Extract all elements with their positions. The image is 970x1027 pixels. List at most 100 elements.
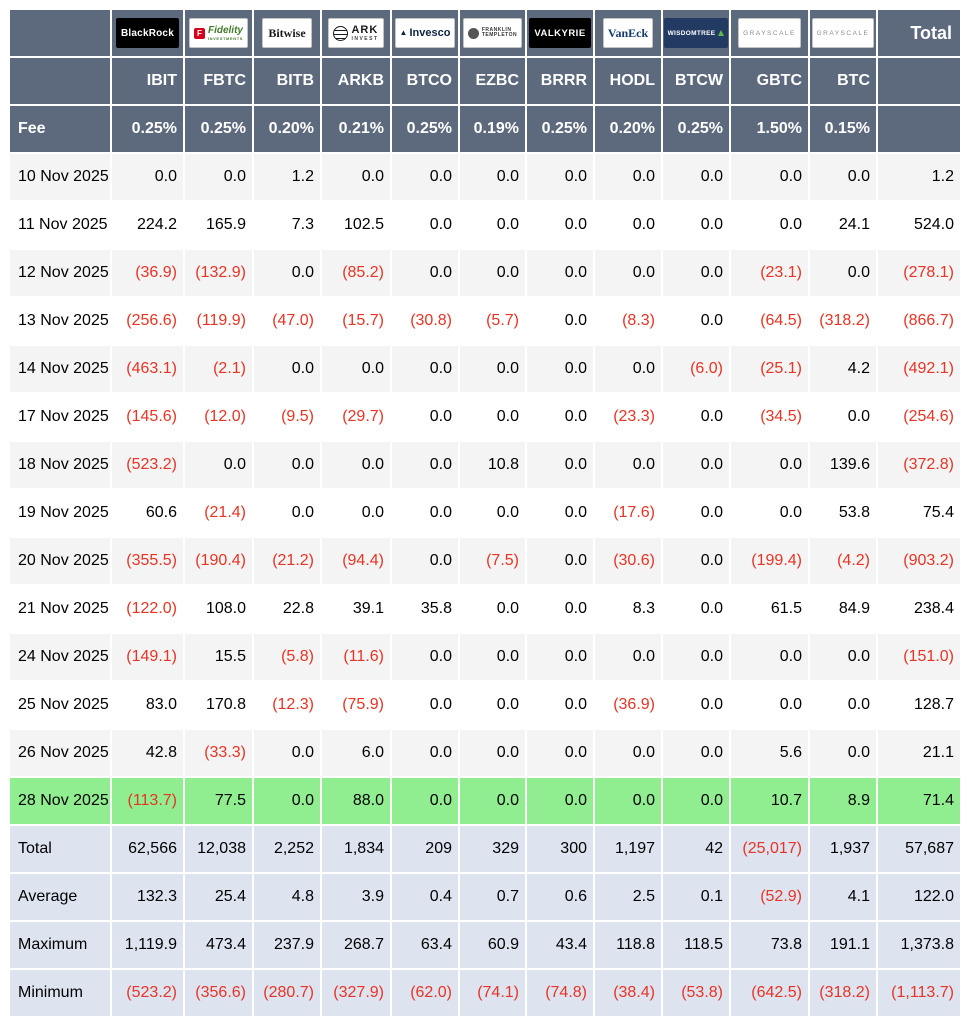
flow-value-cell: 0.0 [663, 202, 729, 248]
row-total-cell: (903.2) [878, 538, 960, 584]
invesco-triangle-icon: ▲ [399, 28, 408, 37]
flow-row: 14 Nov 2025 (463.1) (2.1) 0.0 0.0 0.0 0.0 0.0 0.… [10, 346, 960, 392]
flow-value-cell: (15.7) [322, 298, 390, 344]
flow-row: 28 Nov 2025 (113.7) 77.5 0.0 88.0 0.0 0.0 0.0 0.… [10, 778, 960, 824]
summary-value-cell: 63.4 [392, 922, 458, 968]
flow-value-cell: 84.9 [810, 586, 876, 632]
summary-row-average: Average 132.3 25.4 4.8 3.9 0.4 0.7 0.6 2.5 0.1 (52… [10, 874, 960, 920]
flow-value-cell: (47.0) [254, 298, 320, 344]
flow-row: 19 Nov 2025 60.6 (21.4) 0.0 0.0 0.0 0.0 0.0 (17.… [10, 490, 960, 536]
ticker-row: IBIT FBTC BITB ARKB BTCO EZBC BRRR HODL BTCW GBTC… [10, 58, 960, 104]
flow-value-cell: 0.0 [663, 154, 729, 200]
flow-value-cell: 0.0 [392, 154, 458, 200]
summary-value-cell: 0.1 [663, 874, 729, 920]
franklin-text-group: FRANKLIN TEMPLETON [482, 28, 517, 38]
row-total-cell: (254.6) [878, 394, 960, 440]
flow-value-cell: (149.1) [112, 634, 183, 680]
flow-value-cell: 0.0 [322, 442, 390, 488]
date-cell: 21 Nov 2025 [10, 586, 110, 632]
fee-arkb: 0.21% [322, 106, 390, 152]
flow-row: 25 Nov 2025 83.0 170.8 (12.3) (75.9) 0.0 0.0 0.… [10, 682, 960, 728]
flow-value-cell: (33.3) [185, 730, 252, 776]
flow-value-cell: 0.0 [254, 778, 320, 824]
flow-value-cell: 60.6 [112, 490, 183, 536]
date-cell: 13 Nov 2025 [10, 298, 110, 344]
summary-value-cell: (523.2) [112, 970, 183, 1016]
flow-value-cell: 35.8 [392, 586, 458, 632]
row-total-cell: 524.0 [878, 202, 960, 248]
date-cell: 18 Nov 2025 [10, 442, 110, 488]
fee-row-total-cell [878, 106, 960, 152]
summary-value-cell: (74.8) [527, 970, 593, 1016]
ticker-bitb: BITB [254, 58, 320, 104]
flow-value-cell: 10.7 [731, 778, 808, 824]
row-total-cell: 238.4 [878, 586, 960, 632]
flow-value-cell: 0.0 [663, 394, 729, 440]
flow-value-cell: 0.0 [460, 394, 525, 440]
flow-value-cell: 0.0 [810, 250, 876, 296]
flow-value-cell: 0.0 [810, 682, 876, 728]
franklin-logo: FRANKLIN TEMPLETON [462, 18, 523, 48]
fee-row: Fee 0.25% 0.25% 0.20% 0.21% 0.25% 0.19% 0.25% 0.… [10, 106, 960, 152]
flow-value-cell: 0.0 [663, 634, 729, 680]
flow-value-cell: 102.5 [322, 202, 390, 248]
flow-value-cell: 165.9 [185, 202, 252, 248]
ticker-hodl: HODL [595, 58, 661, 104]
wisdomtree-logo: WISDOMTREE [664, 18, 728, 48]
summary-value-cell: (280.7) [254, 970, 320, 1016]
flow-value-cell: (36.9) [595, 682, 661, 728]
flow-value-cell: 0.0 [663, 442, 729, 488]
flow-value-cell: 0.0 [595, 634, 661, 680]
date-cell: 25 Nov 2025 [10, 682, 110, 728]
flow-row: 13 Nov 2025 (256.6) (119.9) (47.0) (15.7) (30… [10, 298, 960, 344]
ticker-btco: BTCO [392, 58, 458, 104]
flow-value-cell: 77.5 [185, 778, 252, 824]
flow-row: 26 Nov 2025 42.8 (33.3) 0.0 6.0 0.0 0.0 0.0 0.0 0… [10, 730, 960, 776]
flow-value-cell: (463.1) [112, 346, 183, 392]
flow-value-cell: 0.0 [527, 154, 593, 200]
flow-value-cell: 0.0 [527, 250, 593, 296]
flow-value-cell: 0.0 [460, 682, 525, 728]
summary-value-cell: 0.7 [460, 874, 525, 920]
flow-value-cell: 0.0 [527, 730, 593, 776]
summary-value-cell: 0.6 [527, 874, 593, 920]
fidelity-logo: F Fidelity INVESTMENTS [188, 18, 249, 48]
summary-value-cell: 300 [527, 826, 593, 872]
flow-value-cell: (29.7) [322, 394, 390, 440]
flow-value-cell: (75.9) [322, 682, 390, 728]
flow-value-cell: 42.8 [112, 730, 183, 776]
flow-value-cell: 0.0 [254, 730, 320, 776]
flow-value-cell: (122.0) [112, 586, 183, 632]
fee-hodl: 0.20% [595, 106, 661, 152]
flow-value-cell: (119.9) [185, 298, 252, 344]
summary-value-cell: (53.8) [663, 970, 729, 1016]
fee-row-label: Fee [10, 106, 110, 152]
summary-value-cell: 60.9 [460, 922, 525, 968]
flow-value-cell: 0.0 [527, 682, 593, 728]
flow-value-cell: (5.7) [460, 298, 525, 344]
flow-value-cell: 53.8 [810, 490, 876, 536]
flow-value-cell: 0.0 [392, 346, 458, 392]
fee-ezbc: 0.19% [460, 106, 525, 152]
bitwise-header-cell: Bitwise [254, 10, 320, 56]
flow-value-cell: 0.0 [663, 250, 729, 296]
date-cell: 10 Nov 2025 [10, 154, 110, 200]
flow-value-cell: (523.2) [112, 442, 183, 488]
summary-total-cell: 1,373.8 [878, 922, 960, 968]
row-total-cell: 128.7 [878, 682, 960, 728]
date-cell: 17 Nov 2025 [10, 394, 110, 440]
ticker-gbtc: GBTC [731, 58, 808, 104]
flow-value-cell: (256.6) [112, 298, 183, 344]
franklin-head-icon [467, 27, 479, 39]
flow-value-cell: (30.6) [595, 538, 661, 584]
ark-invest-header-cell: ARK INVEST [322, 10, 390, 56]
summary-value-cell: (74.1) [460, 970, 525, 1016]
blackrock-logo-text: BlackRock [121, 27, 174, 39]
summary-value-cell: 0.4 [392, 874, 458, 920]
flow-value-cell: 0.0 [527, 586, 593, 632]
fee-fbtc: 0.25% [185, 106, 252, 152]
summary-value-cell: (38.4) [595, 970, 661, 1016]
summary-value-cell: 118.5 [663, 922, 729, 968]
fee-ibit: 0.25% [112, 106, 183, 152]
flow-value-cell: 0.0 [254, 346, 320, 392]
